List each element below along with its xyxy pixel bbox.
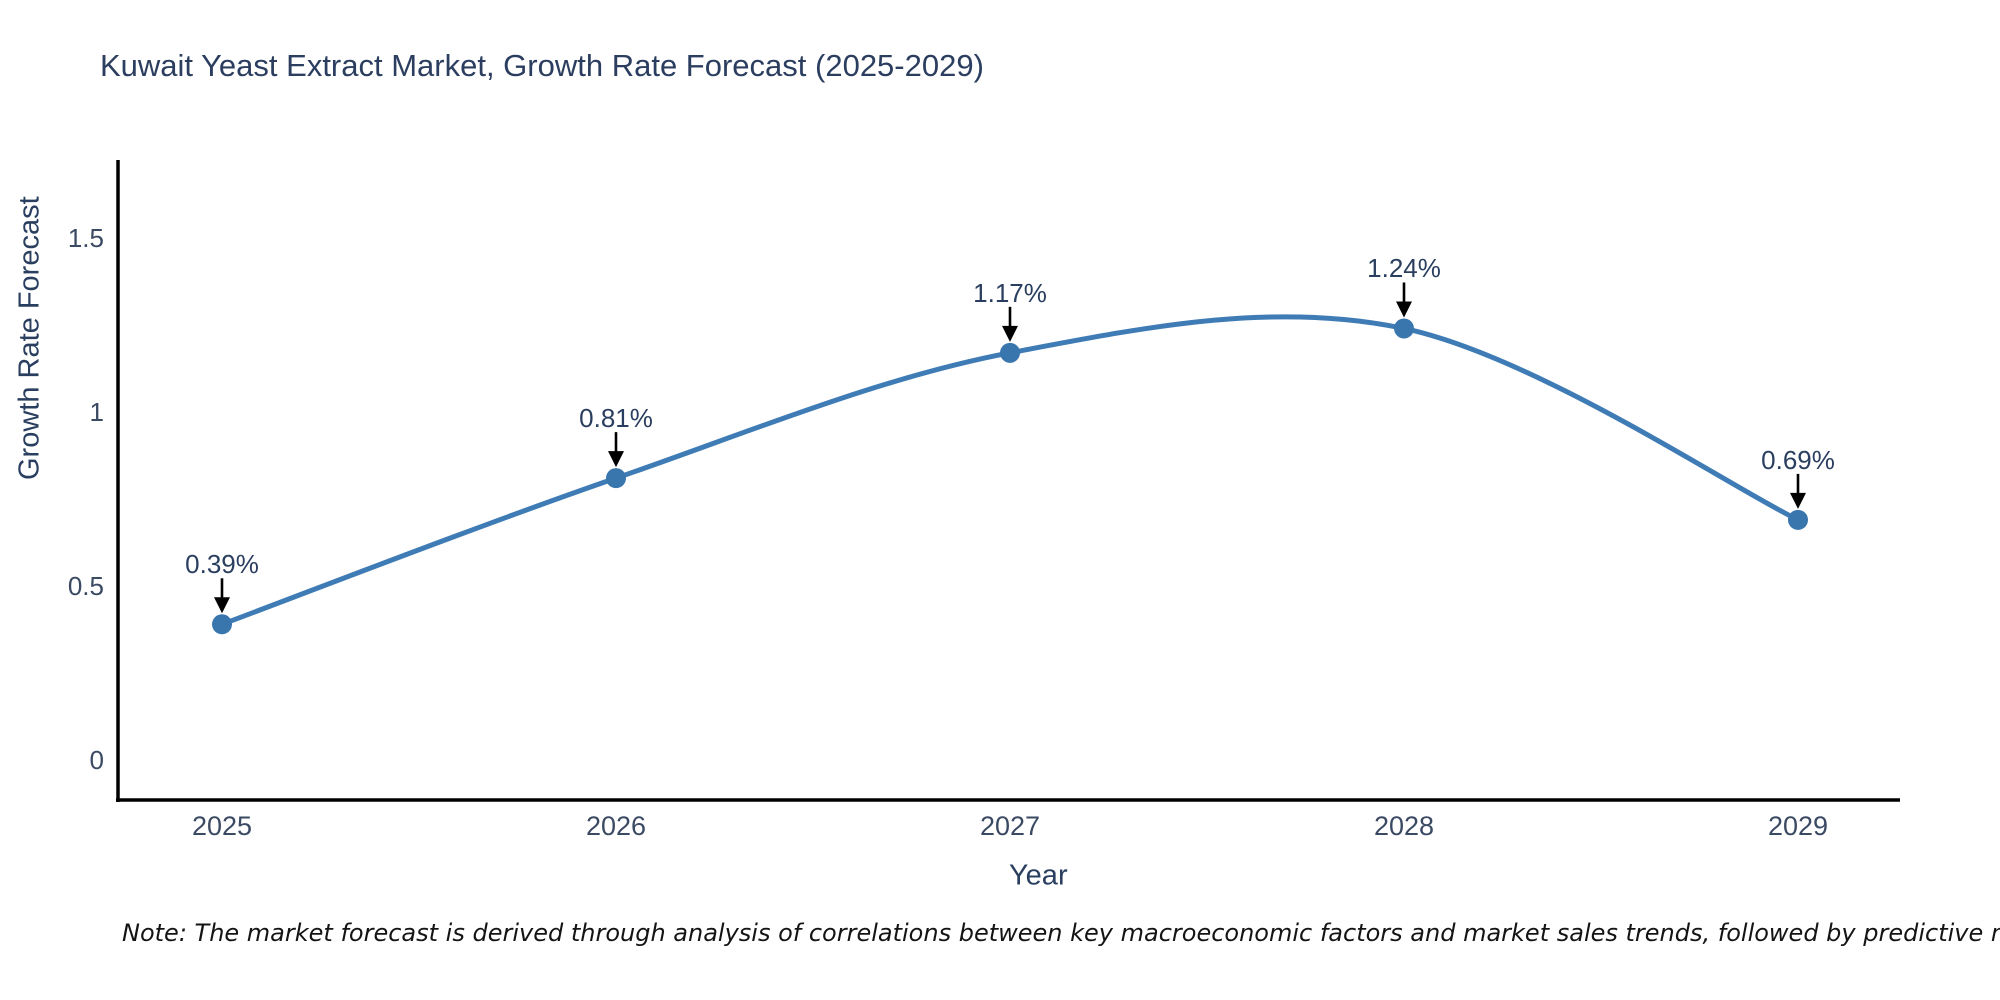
data-point-marker [1788,509,1808,530]
annotation-arrowhead-icon [608,451,624,468]
annotation-arrowhead-icon [1790,492,1806,509]
annotation-arrowhead-icon [1002,325,1018,342]
annotation-arrowhead-icon [214,597,230,614]
data-point-marker [1394,318,1414,339]
x-tick-label: 2028 [1373,811,1435,841]
x-tick-label: 2025 [191,811,253,841]
point-annotation-label: 0.81% [579,403,653,434]
x-tick-label: 2027 [979,811,1041,841]
x-tick-label: 2026 [585,811,647,841]
data-point-marker [212,614,232,635]
y-tick-label: 0.5 [67,571,104,601]
point-annotation-label: 1.24% [1367,253,1441,284]
data-point-marker [606,468,626,489]
point-annotation-label: 0.39% [185,549,259,580]
trend-line [219,314,1801,627]
footnote: Note: The market forecast is derived thr… [122,919,2000,947]
y-tick-label: 1 [89,397,104,427]
chart-title: Kuwait Yeast Extract Market, Growth Rate… [100,48,984,83]
y-tick-label: 1.5 [67,223,104,253]
y-tick-label: 0 [89,745,104,775]
annotation-arrowhead-icon [1396,301,1412,318]
point-annotation-label: 0.69% [1761,444,1835,475]
x-tick-label: 2029 [1767,811,1829,841]
data-point-marker [1000,342,1020,363]
point-annotation-label: 1.17% [973,277,1047,308]
